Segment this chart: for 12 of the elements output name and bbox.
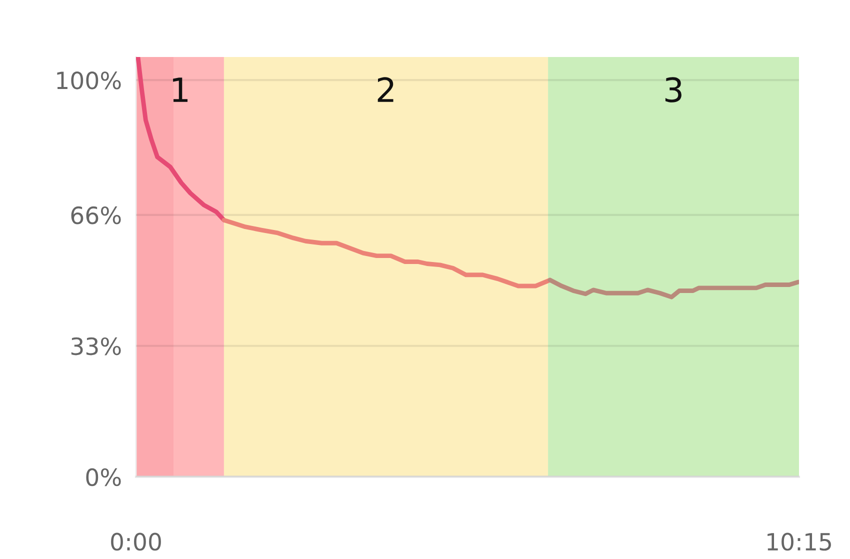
- x-tick-label: 0:00: [111, 532, 161, 551]
- y-tick-label: 100%: [57, 71, 121, 90]
- y-tick-label: 33%: [71, 337, 121, 356]
- band-label: 3: [665, 77, 682, 102]
- x-tick-label: 10:15: [768, 532, 831, 551]
- y-tick-label: 0%: [86, 468, 121, 486]
- line-series: [548, 278, 799, 300]
- line-series: [136, 57, 226, 222]
- band-label: 1: [173, 78, 188, 102]
- line-series: [222, 218, 552, 288]
- band-label: 2: [378, 77, 394, 102]
- y-tick-label: 66%: [71, 206, 121, 224]
